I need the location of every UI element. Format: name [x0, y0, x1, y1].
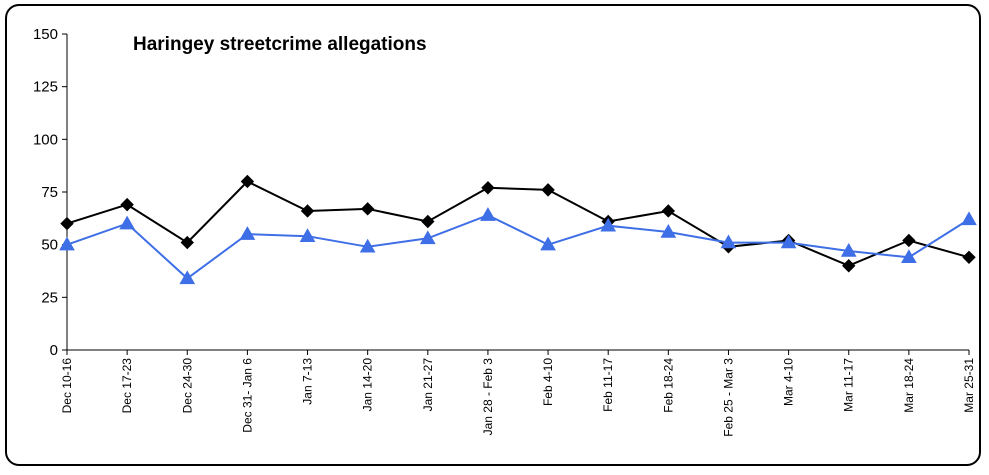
data-point	[419, 230, 436, 245]
data-point	[299, 228, 316, 242]
series-2	[59, 207, 977, 285]
data-point	[600, 217, 617, 232]
data-point	[119, 215, 135, 230]
x-tick-label: Feb 18-24	[661, 358, 675, 413]
data-point	[120, 197, 134, 212]
data-point	[300, 204, 315, 218]
data-point	[59, 236, 75, 251]
data-point	[840, 242, 857, 257]
chart-frame	[5, 4, 981, 466]
data-point	[660, 224, 677, 238]
data-point	[902, 233, 916, 248]
x-tick-label: Jan 14-20	[361, 358, 375, 412]
data-point	[540, 236, 556, 251]
data-point	[720, 234, 737, 249]
data-point	[421, 214, 435, 229]
y-tick-label: 100	[33, 131, 58, 148]
y-tick-label: 0	[50, 342, 58, 359]
data-point	[961, 211, 977, 226]
data-point	[541, 183, 555, 197]
x-tick-label: Feb 11-17	[601, 358, 615, 412]
x-tick-label: Dec 31- Jan 6	[240, 358, 254, 433]
x-tick-label: Mar 18-24	[902, 358, 916, 413]
y-tick-label: 50	[41, 237, 58, 254]
series-line	[66, 180, 970, 267]
data-point	[780, 234, 797, 249]
x-tick-label: Mar 11-17	[842, 358, 856, 412]
data-point	[661, 204, 676, 218]
data-point	[480, 207, 496, 221]
data-point	[359, 238, 376, 253]
series-line	[66, 214, 970, 280]
x-axis-ticks: Dec 10-16 Dec 17-23 Dec 24-30 Dec 31- Jan 6…	[60, 350, 976, 437]
y-tick-label: 75	[41, 184, 58, 201]
x-tick-label: Mar 4-10	[782, 358, 796, 406]
x-tick-label: Dec 24-30	[180, 358, 194, 414]
data-point	[842, 259, 856, 273]
y-tick-label: 150	[33, 26, 58, 43]
data-point	[180, 235, 194, 250]
x-tick-label: Jan 28 - Feb 3	[481, 358, 495, 436]
data-point	[901, 249, 917, 264]
series-layer	[59, 174, 977, 285]
x-tick-label: Feb 25 - Mar 3	[721, 358, 735, 437]
chart-title: Haringey streetcrime allegations	[133, 34, 427, 55]
x-tick-label: Jan 7-13	[301, 358, 315, 405]
data-point	[60, 216, 74, 231]
y-tick-label: 125	[33, 79, 58, 96]
x-tick-label: Mar 25-31	[962, 358, 976, 413]
data-point	[239, 226, 256, 240]
series-1	[60, 174, 976, 273]
y-tick-label: 25	[41, 289, 58, 306]
y-axis-ticks: 0 25 50 75 100 125 150	[33, 26, 67, 359]
x-tick-label: Dec 17-23	[120, 358, 134, 414]
x-tick-label: Feb 4-10	[541, 358, 555, 406]
data-point	[240, 174, 255, 189]
data-point	[179, 270, 196, 285]
data-point	[360, 202, 375, 216]
x-tick-label: Dec 10-16	[60, 358, 74, 414]
data-point	[481, 181, 495, 195]
data-point	[962, 250, 976, 265]
x-tick-label: Jan 21-27	[421, 358, 435, 412]
axes	[66, 34, 969, 351]
